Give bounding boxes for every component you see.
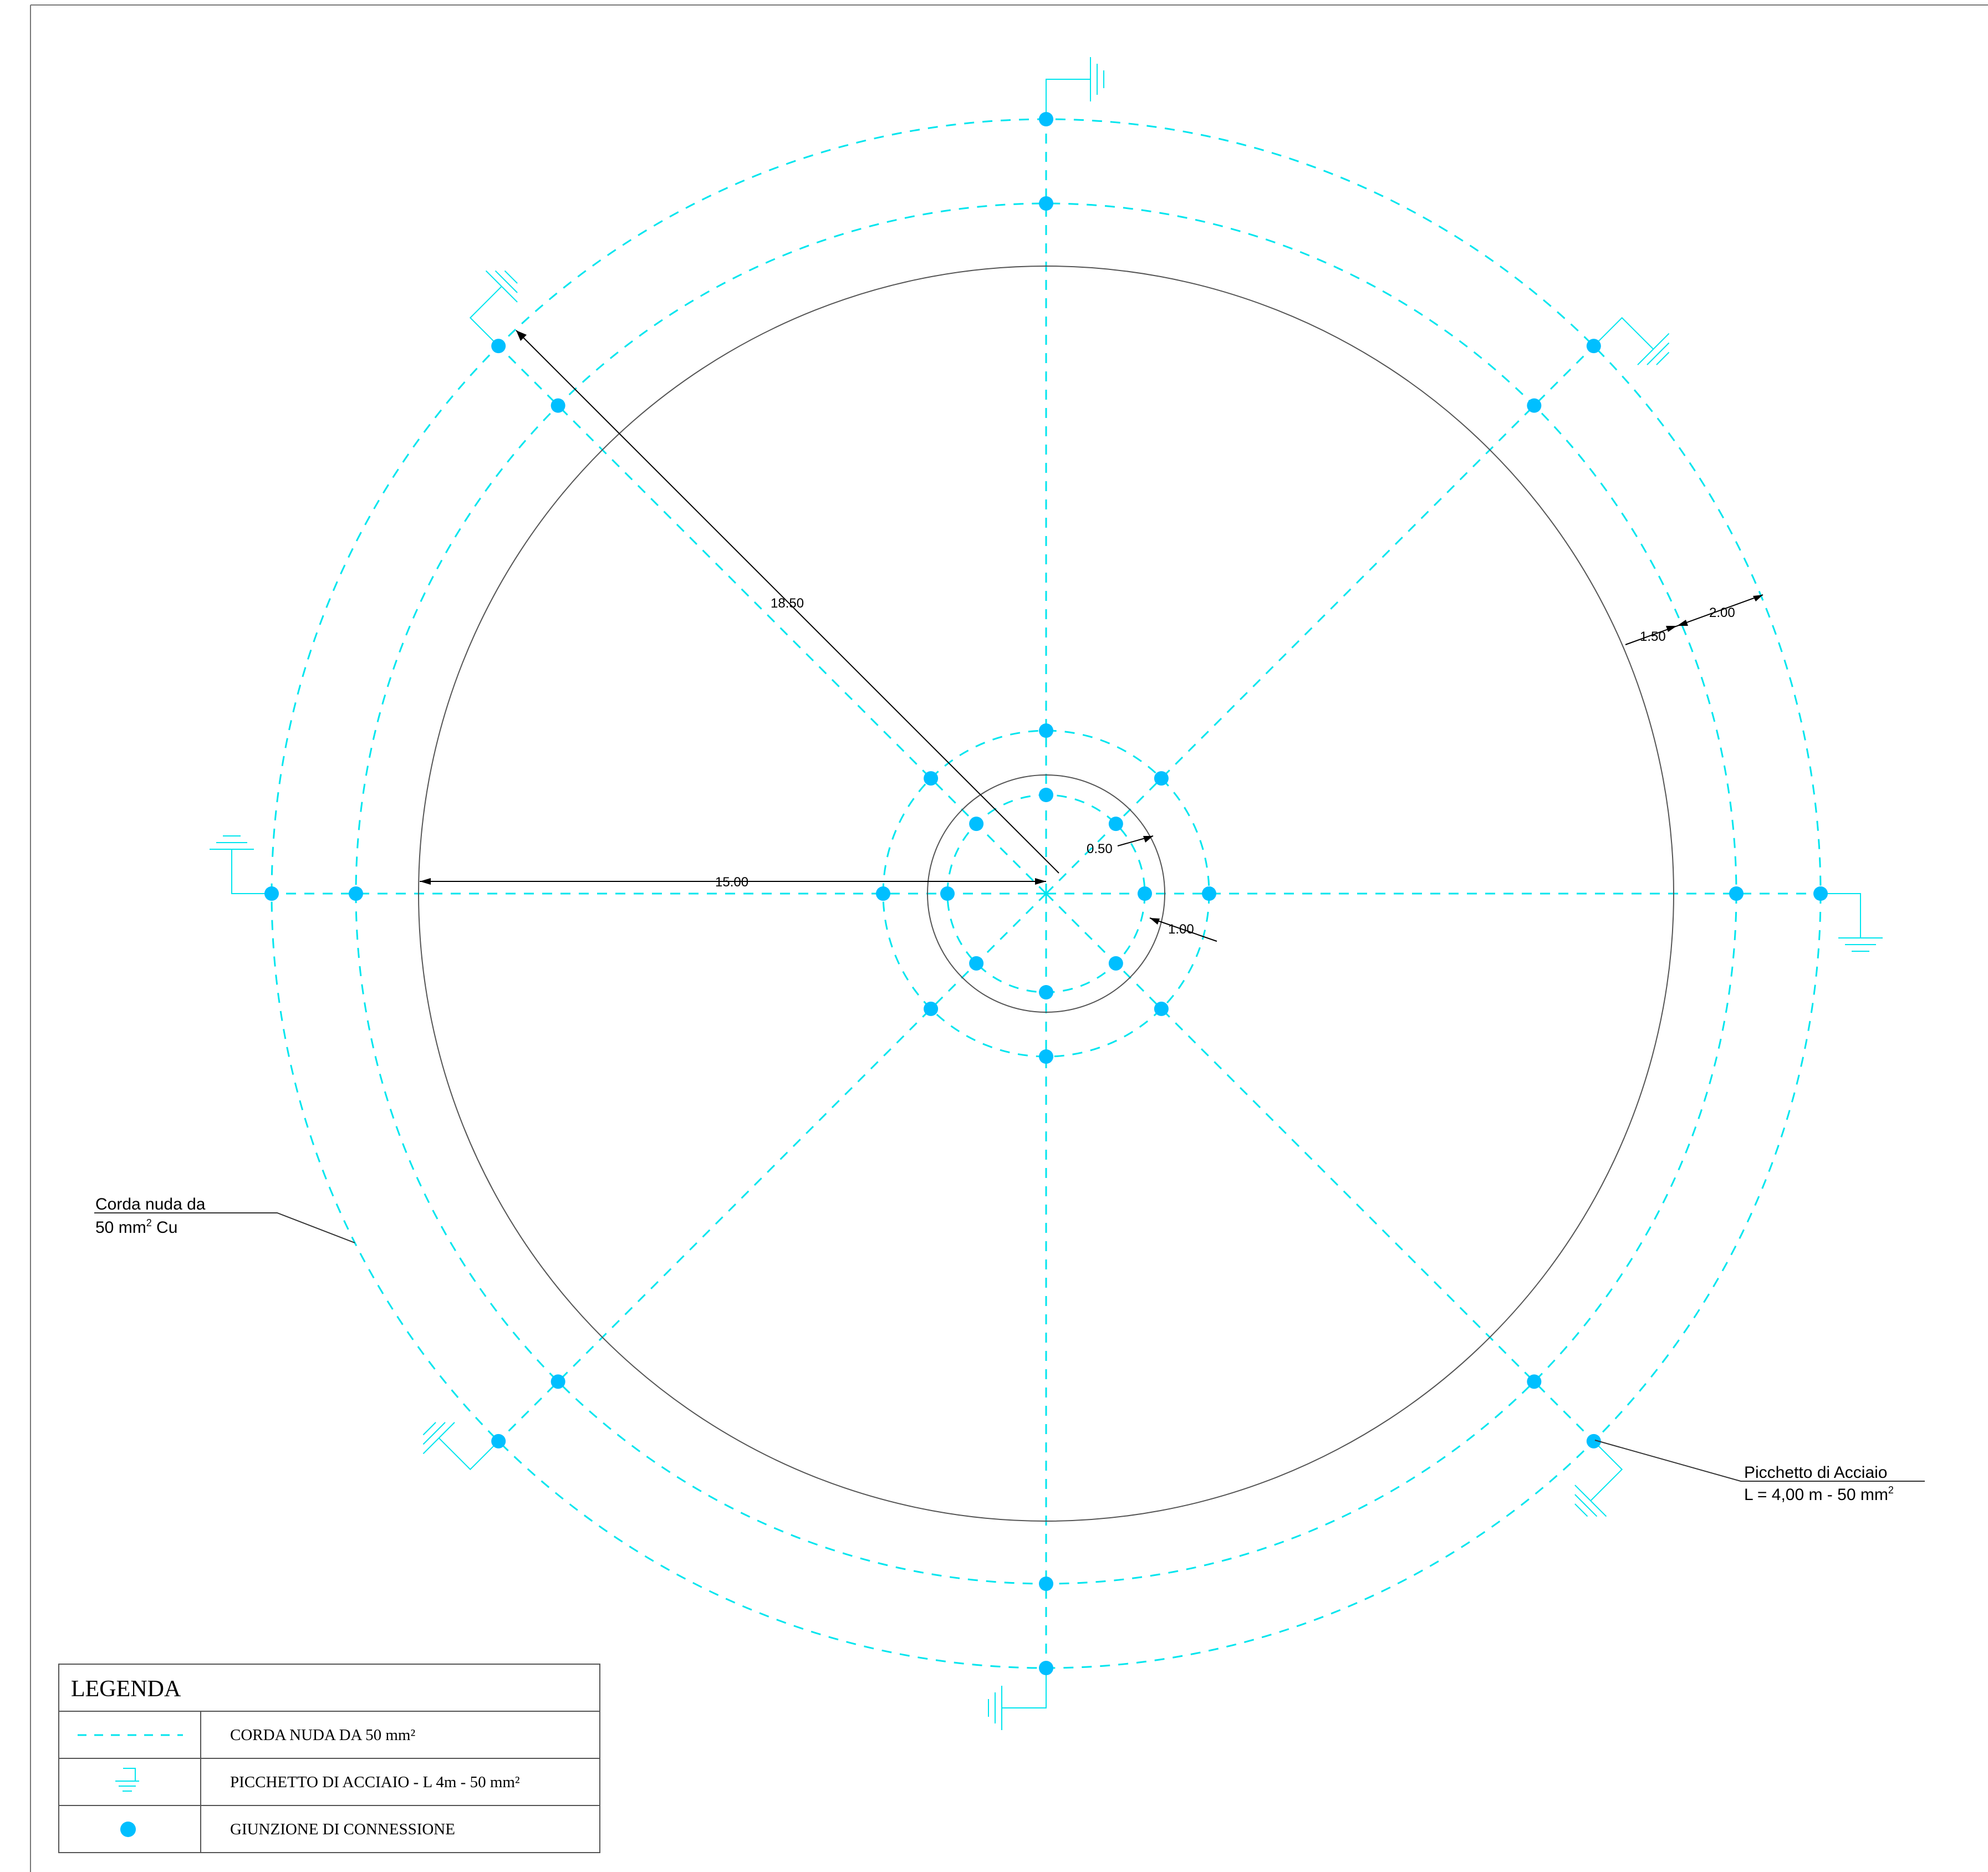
junction-dot — [1039, 788, 1053, 802]
earth-rod-lead — [438, 1437, 499, 1471]
earth-rod-plate-3 — [504, 270, 518, 284]
earth-rod-plate-2 — [1647, 342, 1670, 365]
junction-dot — [1202, 886, 1216, 901]
callout-cable: Corda nuda da 50 mm2 Cu — [94, 1195, 355, 1243]
dimension-inner-offset-100: 1.00 — [1149, 917, 1217, 942]
earth-rod-icon — [1046, 57, 1104, 119]
junction-points — [264, 112, 1828, 1675]
earth-rod-icon — [422, 1422, 499, 1471]
dimension-radius-horizontal: 15.00 — [420, 875, 1046, 890]
dimension-label-18-50: 18.50 — [771, 596, 804, 611]
legend-title: LEGENDA — [71, 1676, 181, 1702]
earth-rod-icon — [210, 835, 272, 894]
earth-rod-lead — [231, 849, 272, 894]
dimension-inner-offset-050: 0.50 — [1087, 835, 1154, 856]
earth-rods — [210, 57, 1883, 1730]
dimension-label-1-00: 1.00 — [1168, 922, 1194, 937]
dimension-label-0-50: 0.50 — [1087, 841, 1113, 856]
earth-rod-plate-2 — [422, 1422, 446, 1445]
junction-dot — [1154, 771, 1169, 786]
callout-rod-line2: L = 4,00 m - 50 mm2 — [1744, 1485, 1894, 1504]
earth-rod-lead — [469, 285, 502, 346]
junction-dot — [1729, 886, 1744, 901]
tank-outline-inner — [927, 774, 1165, 1013]
earth-rod-icon — [469, 270, 518, 346]
callout-rod: Picchetto di Acciaio L = 4,00 m - 50 mm2 — [1594, 1440, 1925, 1504]
bare-copper-conductor-network — [271, 118, 1822, 1669]
dimension-radius-diagonal: 18.50 — [516, 330, 1059, 874]
earth-rod-icon — [1821, 893, 1883, 952]
junction-dot — [550, 398, 565, 413]
dimension-ring-offsets: 1.50 2.00 — [1625, 594, 1763, 645]
earth-rod-plate-2 — [495, 270, 518, 293]
conductor-radial-225 — [498, 892, 1047, 1442]
earth-rod-icon — [1593, 317, 1670, 365]
earth-rod-icon — [115, 1768, 139, 1792]
junction-dot — [1527, 398, 1542, 413]
junction-dot — [1813, 886, 1828, 901]
dimension-label-2-00: 2.00 — [1709, 605, 1735, 620]
junction-dot — [1039, 723, 1053, 738]
legend-item-rod-label: PICCHETTO DI ACCIAIO - L 4m - 50 mm² — [230, 1773, 520, 1791]
earth-rod-plate-1 — [1574, 1485, 1607, 1517]
earth-rod-plate-2 — [1574, 1494, 1598, 1517]
earth-rod-lead — [1593, 317, 1654, 350]
legend-junction-dot-symbol — [120, 1822, 136, 1837]
junction-dot — [1138, 886, 1152, 901]
junction-dot — [1039, 1577, 1053, 1591]
junction-dot — [1039, 985, 1053, 999]
earth-rod-plate-3 — [1656, 351, 1670, 365]
callout-cable-line1: Corda nuda da — [95, 1195, 206, 1213]
junction-dot — [1154, 1001, 1169, 1016]
earth-rod-lead — [1821, 893, 1861, 938]
junction-dot — [491, 339, 506, 354]
junction-dot — [1039, 1661, 1053, 1675]
junction-dot — [264, 886, 279, 901]
junction-dot — [1108, 956, 1123, 971]
legend: LEGENDA CORDA NUDA DA 50 mm² PICCHETTO D… — [58, 1664, 600, 1853]
junction-dot — [969, 817, 984, 832]
junction-dot — [969, 956, 984, 971]
callout-cable-line2: 50 mm2 Cu — [95, 1217, 177, 1237]
earth-rod-lead — [1002, 1668, 1047, 1708]
junction-dot — [1527, 1374, 1542, 1389]
junction-dot — [1039, 196, 1053, 211]
legend-item-cable-label: CORDA NUDA DA 50 mm² — [230, 1726, 415, 1744]
junction-dot — [924, 771, 939, 786]
earth-rod-icon — [1574, 1441, 1623, 1517]
earth-rod-plate-1 — [1637, 333, 1670, 365]
earth-rod-plate-3 — [1574, 1503, 1588, 1517]
conductor-radial-315 — [1045, 892, 1594, 1442]
junction-dot — [1586, 339, 1601, 354]
junction-dot — [550, 1374, 565, 1389]
dimension-label-15-00: 15.00 — [715, 875, 748, 890]
earth-rod-plate-1 — [422, 1422, 455, 1455]
junction-dot — [1586, 1434, 1601, 1448]
junction-dot — [940, 886, 955, 901]
junction-dot — [1108, 817, 1123, 832]
legend-item-junction-label: GIUNZIONE DI CONNESSIONE — [230, 1820, 455, 1838]
junction-dot — [491, 1434, 506, 1448]
tank-outline-outer — [418, 266, 1674, 1522]
earth-rod-lead — [1046, 79, 1090, 119]
earth-rod-lead — [1590, 1441, 1623, 1502]
conductor-radial-135 — [498, 345, 1047, 895]
earth-rod-plate-1 — [485, 270, 518, 303]
junction-dot — [1039, 112, 1053, 126]
callout-rod-line1: Picchetto di Acciaio — [1744, 1463, 1887, 1482]
earth-rod-plate-3 — [422, 1422, 436, 1436]
junction-dot — [1039, 1049, 1053, 1064]
conductor-radial-45 — [1045, 345, 1594, 895]
earth-rod-icon — [988, 1668, 1047, 1730]
junction-dot — [876, 886, 890, 901]
dimension-label-1-50: 1.50 — [1640, 629, 1666, 644]
junction-dot — [349, 886, 363, 901]
junction-dot — [924, 1001, 939, 1016]
